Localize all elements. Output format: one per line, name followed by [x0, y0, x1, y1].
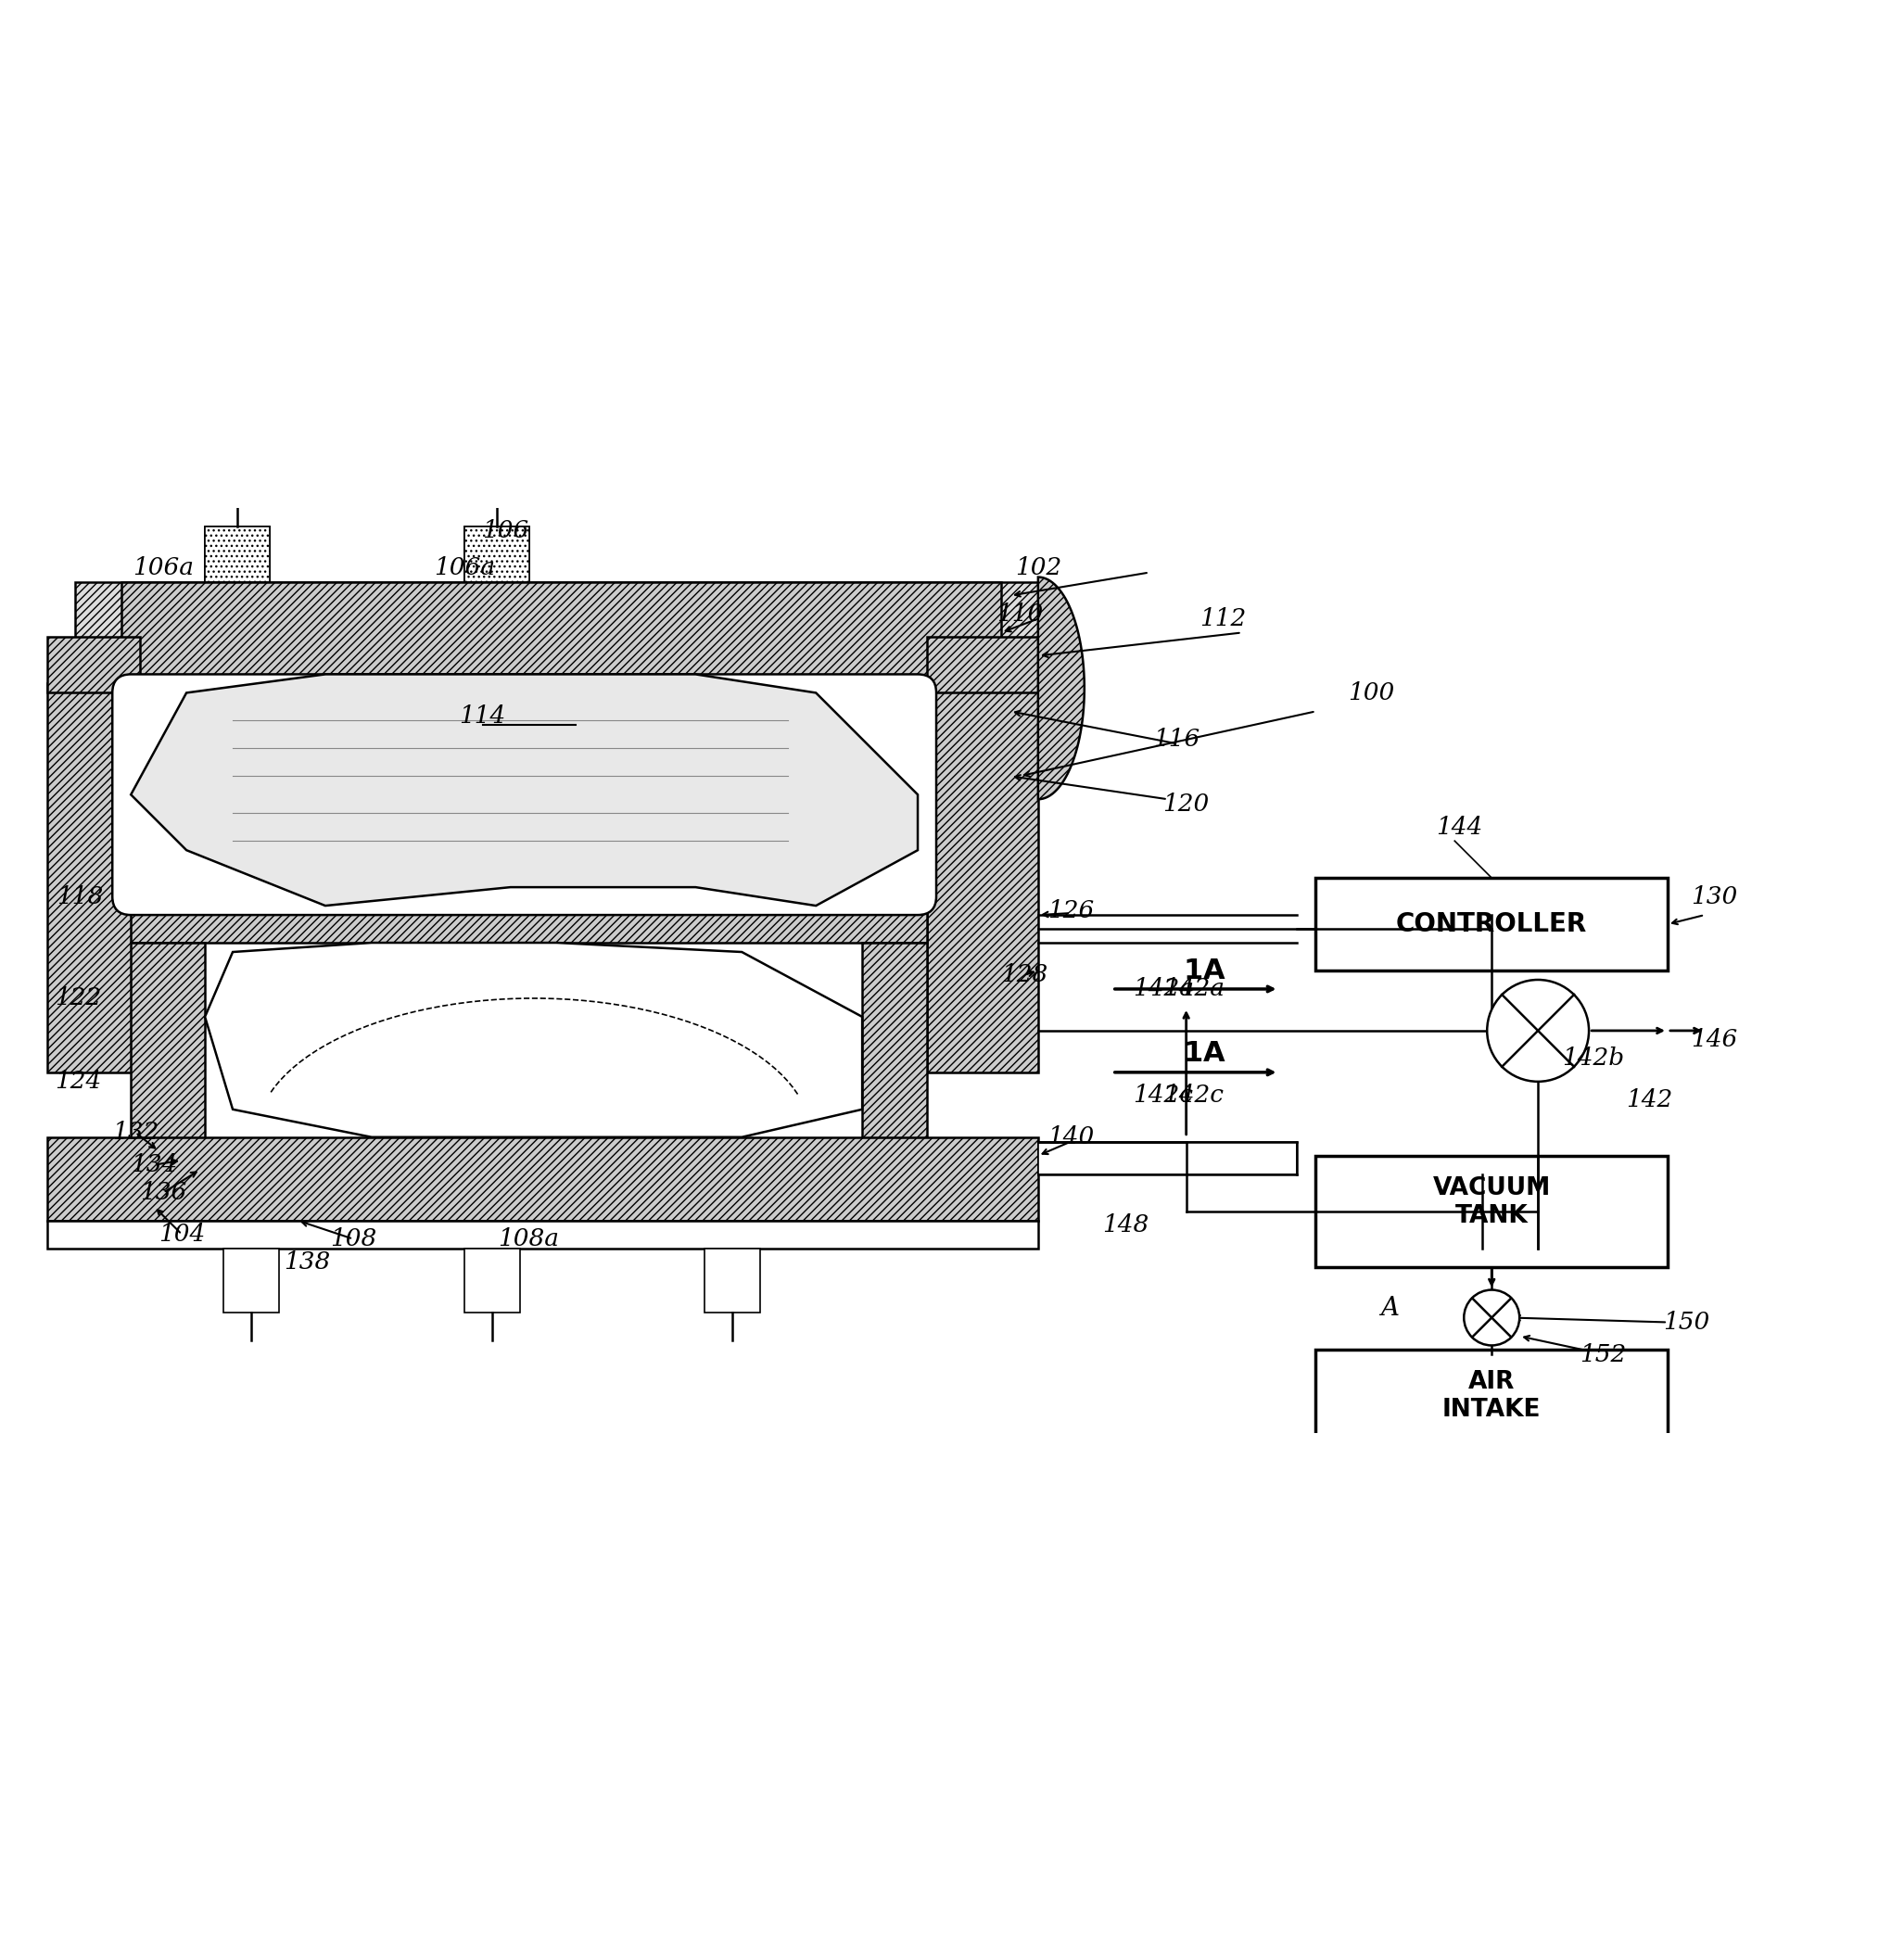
Text: 100: 100	[1348, 681, 1394, 705]
Text: 106: 106	[482, 518, 529, 542]
Text: 110: 110	[996, 602, 1043, 625]
Text: 116: 116	[1154, 728, 1200, 751]
Text: $\bf{1A}$: $\bf{1A}$	[1182, 1040, 1226, 1068]
Text: 130: 130	[1691, 885, 1736, 908]
Text: 134: 134	[131, 1153, 177, 1176]
Text: 152: 152	[1580, 1343, 1626, 1366]
Text: 120: 120	[1163, 792, 1209, 815]
Text: 148: 148	[1102, 1213, 1150, 1236]
Polygon shape	[1038, 576, 1085, 800]
Text: 142c: 142c	[1163, 1083, 1222, 1106]
Text: 140: 140	[1047, 1126, 1093, 1149]
Bar	[1316, 877, 1668, 970]
Text: 144: 144	[1436, 815, 1483, 839]
Text: 124: 124	[55, 1069, 101, 1093]
Bar	[1038, 1141, 1297, 1174]
Text: 146: 146	[1691, 1029, 1736, 1052]
Bar	[48, 1137, 1038, 1221]
Bar	[48, 1221, 1038, 1248]
Bar	[465, 526, 529, 582]
Text: 102: 102	[1015, 557, 1061, 580]
Bar	[122, 582, 1002, 693]
Bar	[206, 526, 270, 582]
Text: AIR
INTAKE: AIR INTAKE	[1443, 1370, 1540, 1423]
Text: 142: 142	[1626, 1089, 1672, 1112]
Bar	[927, 637, 1038, 693]
Text: VACUUM
TANK: VACUUM TANK	[1432, 1176, 1550, 1229]
Text: 106a: 106a	[133, 557, 194, 580]
Bar	[927, 683, 1038, 1071]
Text: 138: 138	[284, 1250, 329, 1273]
Text: 108a: 108a	[499, 1227, 560, 1250]
Polygon shape	[131, 674, 918, 906]
Text: 104: 104	[158, 1223, 206, 1246]
Bar	[1316, 1351, 1668, 1442]
Text: 142c: 142c	[1133, 1083, 1194, 1106]
Text: 106a: 106a	[434, 557, 495, 580]
Polygon shape	[206, 943, 863, 1137]
Bar	[76, 582, 1047, 703]
Circle shape	[1487, 980, 1590, 1081]
Bar	[465, 1248, 520, 1312]
Circle shape	[1464, 1291, 1519, 1345]
Text: 112: 112	[1200, 608, 1247, 631]
Text: 114: 114	[459, 705, 506, 728]
Text: 136: 136	[141, 1180, 187, 1203]
Bar	[48, 683, 141, 1071]
Bar	[223, 1248, 280, 1312]
Bar	[704, 1248, 760, 1312]
Text: CONTROLLER: CONTROLLER	[1396, 910, 1588, 938]
Bar	[131, 877, 927, 943]
Text: 118: 118	[57, 885, 103, 908]
Bar	[465, 526, 529, 582]
Text: 126: 126	[1047, 899, 1093, 922]
Text: 122: 122	[55, 986, 101, 1009]
Text: 142a: 142a	[1163, 978, 1224, 1002]
Text: 132: 132	[112, 1120, 158, 1143]
Bar	[1316, 1155, 1668, 1267]
Bar	[48, 637, 141, 693]
FancyBboxPatch shape	[112, 674, 937, 914]
Text: $\bf{1A}$: $\bf{1A}$	[1182, 957, 1226, 984]
Bar	[206, 526, 270, 582]
Text: 142b: 142b	[1563, 1046, 1624, 1069]
Text: 150: 150	[1662, 1310, 1710, 1333]
Bar	[863, 943, 927, 1147]
Text: 128: 128	[1002, 963, 1047, 986]
Text: A: A	[1380, 1297, 1399, 1322]
Bar	[131, 943, 206, 1147]
Text: 108: 108	[329, 1227, 377, 1250]
Text: 142a: 142a	[1133, 978, 1194, 1002]
